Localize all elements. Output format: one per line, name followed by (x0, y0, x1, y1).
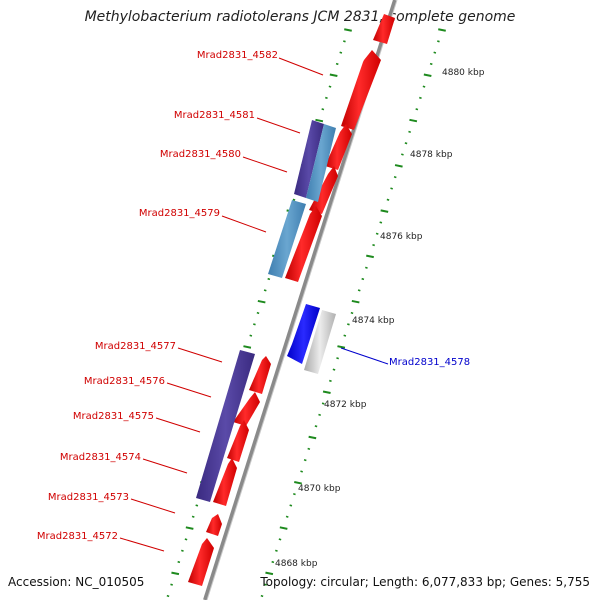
dots-outer-dot (394, 164, 403, 168)
leader-line-4574 (142, 458, 188, 474)
gene-arrow-4581[interactable] (325, 124, 352, 170)
gene-label-4581[interactable]: Mrad2831_4581 (174, 110, 255, 121)
dots-inner-dot (243, 345, 252, 349)
leader-line-4573 (130, 498, 176, 514)
gene-label-4572[interactable]: Mrad2831_4572 (37, 531, 118, 542)
gene-label-4573[interactable]: Mrad2831_4573 (48, 492, 129, 503)
gene-arrow-4579[interactable] (285, 206, 322, 282)
tick-label-4876: 4876 kbp (380, 232, 423, 242)
leader-line-4579 (221, 215, 267, 233)
dots-inner-dot (315, 118, 324, 123)
gene-arrow-4578-blue[interactable] (287, 304, 320, 364)
dots-outer-dot (294, 481, 302, 485)
gene-bar-4579-steel[interactable] (268, 200, 306, 278)
dots-outer-dot (337, 345, 346, 349)
leader-line-4580 (242, 156, 288, 173)
dots-outer-dot (366, 254, 374, 259)
gene-bar-4577-purple[interactable] (196, 350, 255, 502)
gene-label-4580[interactable]: Mrad2831_4580 (160, 149, 241, 160)
tick-label-4874: 4874 kbp (352, 316, 395, 326)
map-title: Methylobacterium radiotolerans JCM 2831,… (84, 9, 516, 25)
gene-bar-4578-grey[interactable] (304, 310, 336, 374)
dots-outer-dot (322, 390, 331, 394)
dots-outer-dot (438, 28, 446, 32)
tick-label-4868: 4868 kbp (275, 559, 318, 569)
dots-inner-dot (185, 526, 194, 530)
leader-line-4577 (177, 347, 223, 363)
scale-ticks: 4880 kbp 4878 kbp 4876 kbp 4874 kbp 4872… (275, 68, 485, 569)
leader-line-4572 (119, 537, 165, 552)
leader-line-4581 (256, 117, 301, 134)
gene-arrow-4577[interactable] (249, 356, 271, 394)
tick-label-4880: 4880 kbp (442, 68, 485, 78)
leader-line-4578 (340, 347, 389, 365)
dots-outer-dot (409, 118, 418, 123)
gene-arrow-4572[interactable] (188, 538, 214, 586)
gene-label-4578[interactable]: Mrad2831_4578 (389, 357, 470, 368)
gene-arrow-4572b[interactable] (206, 514, 222, 536)
dots-outer-dot (308, 435, 317, 440)
gene-arrow-4574[interactable] (213, 458, 237, 506)
gene-label-4574[interactable]: Mrad2831_4574 (60, 452, 141, 463)
dots-outer-dot (279, 526, 288, 530)
dots-outer-dot (380, 209, 389, 213)
tick-label-4878: 4878 kbp (410, 150, 453, 160)
gene-label-4577[interactable]: Mrad2831_4577 (95, 341, 176, 352)
gene-bar-4581-purple[interactable] (294, 120, 324, 198)
gene-bar-4581-steel[interactable] (306, 124, 336, 202)
dots-inner-dot (171, 571, 180, 576)
gene-arrow-4576[interactable] (233, 392, 260, 426)
dots-outer-dot (265, 571, 274, 576)
ruler-dots-outer (260, 28, 446, 598)
gene-label-4576[interactable]: Mrad2831_4576 (84, 376, 165, 387)
dots-inner-dot (329, 73, 338, 78)
reverse-strand-genes (196, 120, 336, 502)
leader-line-4582 (278, 57, 324, 76)
gene-labels: Mrad2831_4582 Mrad2831_4581 Mrad2831_458… (37, 50, 470, 552)
forward-strand-genes (188, 14, 395, 586)
dots-inner-dot (344, 28, 352, 32)
gene-arrow-4580[interactable] (309, 166, 338, 214)
leader-line-4575 (155, 417, 201, 433)
gene-arrow-4575[interactable] (227, 420, 249, 462)
dots-outer-dot (351, 299, 360, 304)
tick-label-4870: 4870 kbp (298, 484, 341, 494)
tick-label-4872: 4872 kbp (324, 400, 367, 410)
gene-arrow-4583[interactable] (373, 14, 395, 44)
genome-summary-text: Topology: circular; Length: 6,077,833 bp… (260, 575, 590, 589)
leader-line-4576 (166, 382, 212, 398)
dots-outer-dot (423, 73, 432, 78)
gene-label-4579[interactable]: Mrad2831_4579 (139, 208, 220, 219)
gene-label-4582[interactable]: Mrad2831_4582 (197, 50, 278, 61)
gene-arrow-4582[interactable] (341, 50, 381, 130)
gene-label-4575[interactable]: Mrad2831_4575 (73, 411, 154, 422)
accession-text: Accession: NC_010505 (8, 575, 145, 589)
dots-inner-dot (257, 299, 266, 304)
